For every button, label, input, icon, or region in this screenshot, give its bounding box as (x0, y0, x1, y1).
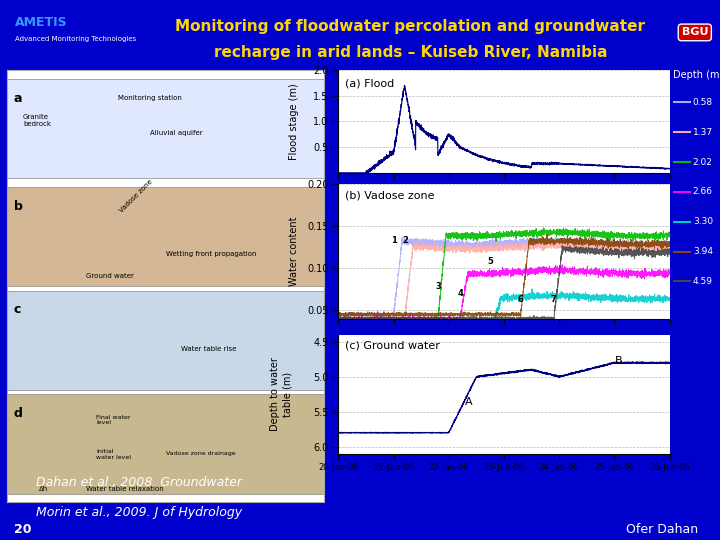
Text: Vadose zone: Vadose zone (118, 179, 153, 214)
Text: AMETIS: AMETIS (15, 16, 68, 29)
Text: b: b (14, 200, 22, 213)
Text: (c) Ground water: (c) Ground water (345, 341, 440, 351)
Text: 1.37: 1.37 (693, 128, 713, 137)
Text: Water table rise: Water table rise (181, 346, 237, 352)
Text: 2: 2 (402, 235, 408, 245)
Text: Initial
water level: Initial water level (96, 449, 131, 460)
Text: Dahan et al., 2008. Groundwater: Dahan et al., 2008. Groundwater (36, 476, 242, 489)
Text: Alluvial aquifer: Alluvial aquifer (150, 130, 202, 136)
FancyBboxPatch shape (7, 79, 324, 178)
Text: 0.58: 0.58 (693, 98, 713, 107)
Text: Monitoring station: Monitoring station (118, 96, 182, 102)
Text: Water table relaxation: Water table relaxation (86, 487, 164, 492)
Y-axis label: Flood stage (m): Flood stage (m) (289, 83, 299, 160)
Text: Ground water: Ground water (86, 273, 134, 279)
Text: 2.02: 2.02 (693, 158, 713, 167)
Text: Advanced Monitoring Technologies: Advanced Monitoring Technologies (15, 36, 136, 42)
FancyBboxPatch shape (7, 187, 324, 286)
Text: 3: 3 (435, 282, 441, 291)
Text: 2.66: 2.66 (693, 187, 713, 197)
Text: Final water
level: Final water level (96, 415, 130, 426)
Text: 7: 7 (551, 295, 557, 303)
Text: 20: 20 (14, 523, 32, 536)
FancyBboxPatch shape (7, 291, 324, 390)
Text: A: A (465, 397, 473, 407)
Text: 6: 6 (518, 295, 523, 303)
Text: Granite
bedrock: Granite bedrock (23, 114, 51, 127)
Y-axis label: Depth to water
table (m): Depth to water table (m) (271, 357, 292, 431)
Text: recharge in arid lands – Kuiseb River, Namibia: recharge in arid lands – Kuiseb River, N… (214, 45, 607, 60)
Text: Depth (m): Depth (m) (673, 70, 720, 80)
Text: 1: 1 (391, 235, 397, 245)
Text: 4: 4 (457, 289, 463, 298)
Text: (a) Flood: (a) Flood (345, 78, 395, 89)
Text: 4.59: 4.59 (693, 277, 713, 286)
Text: Ofer Dahan: Ofer Dahan (626, 523, 698, 536)
Text: c: c (14, 303, 21, 316)
Text: a: a (14, 92, 22, 105)
Text: 3.94: 3.94 (693, 247, 713, 256)
Text: 5: 5 (487, 256, 493, 266)
Text: Wetting front propagation: Wetting front propagation (166, 251, 256, 257)
Text: Morin et al., 2009. J of Hydrology: Morin et al., 2009. J of Hydrology (36, 506, 242, 519)
Y-axis label: Water content: Water content (289, 217, 299, 286)
Text: (b) Vadose zone: (b) Vadose zone (345, 191, 435, 200)
Text: Δh: Δh (39, 487, 48, 492)
Text: Monitoring of floodwater percolation and groundwater: Monitoring of floodwater percolation and… (176, 19, 645, 33)
FancyBboxPatch shape (7, 394, 324, 494)
Text: BGU: BGU (682, 28, 708, 37)
Text: B: B (614, 356, 622, 366)
Text: d: d (14, 407, 22, 420)
Text: 3.30: 3.30 (693, 217, 713, 226)
Text: Vadose zone drainage: Vadose zone drainage (166, 451, 235, 456)
